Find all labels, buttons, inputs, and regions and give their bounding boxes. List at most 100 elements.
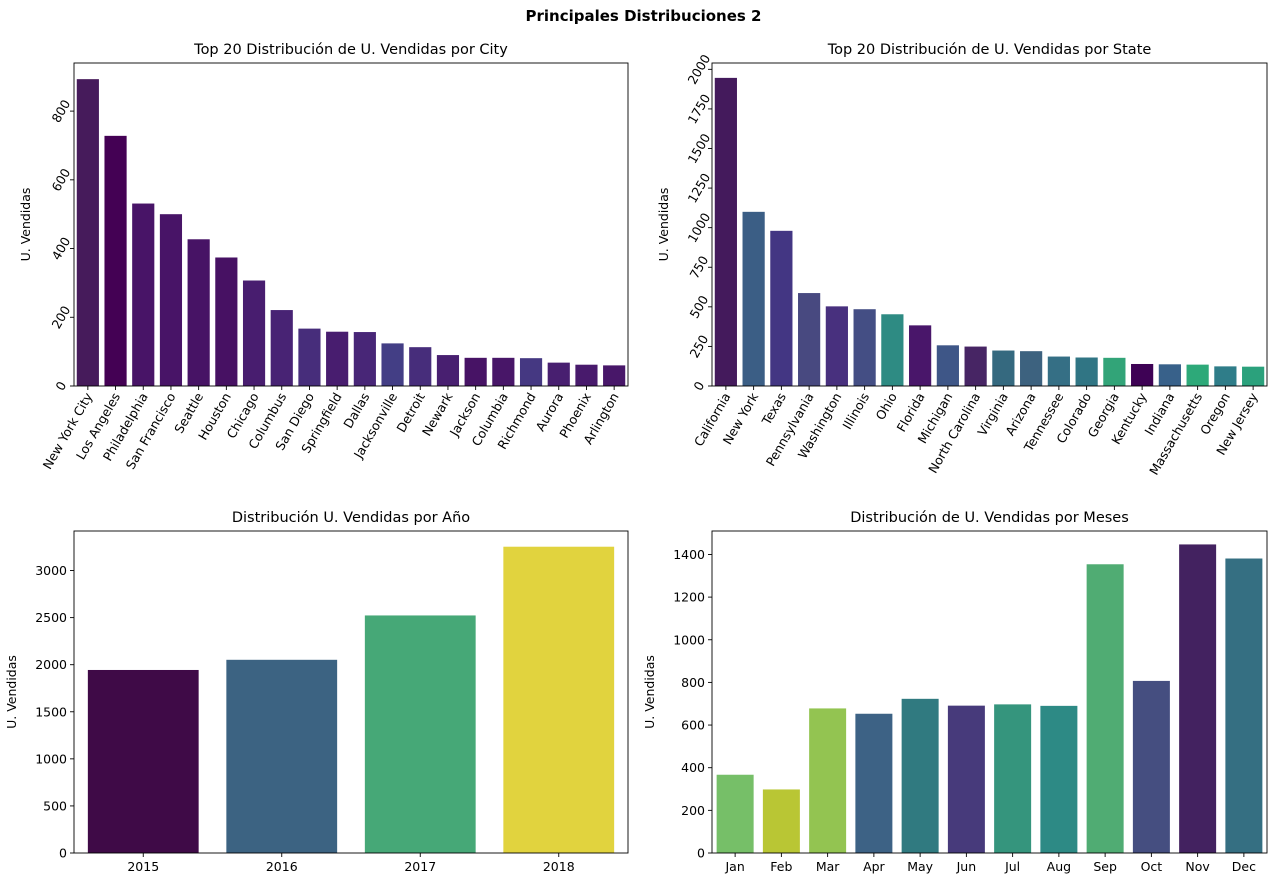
x-tick-label: 2016 [266, 859, 298, 874]
bar-month-8 [1086, 564, 1124, 853]
y-tick-label: 400 [681, 760, 705, 775]
bar-month-11 [1225, 558, 1263, 853]
bar-year-3 [503, 546, 615, 853]
y-tick-label: 1500 [35, 704, 67, 719]
y-tick-label: 500 [43, 798, 67, 813]
axes-frame [711, 530, 1268, 854]
x-tick-label: Dec [1232, 859, 1256, 874]
x-tick-label: Oct [1141, 859, 1163, 874]
y-axis-label: U. Vendidas [656, 188, 671, 262]
bar-state-6 [881, 314, 904, 386]
bar-year-2 [364, 615, 476, 853]
bar-state-0 [714, 77, 737, 386]
bar-state-16 [1158, 364, 1181, 386]
bar-city-8 [298, 328, 321, 386]
bar-month-3 [855, 713, 893, 853]
y-tick-label: 600 [681, 718, 705, 733]
bar-month-10 [1179, 544, 1217, 853]
bar-city-2 [132, 203, 155, 386]
bar-city-10 [353, 332, 376, 386]
x-tick-label: 2017 [404, 859, 436, 874]
bar-city-12 [409, 347, 432, 386]
bar-state-3 [798, 293, 821, 386]
y-tick-label: 0 [690, 379, 707, 393]
bar-state-7 [909, 325, 932, 386]
x-tick-label: Aug [1047, 859, 1071, 874]
bar-city-3 [159, 214, 183, 386]
y-tick-label: 200 [48, 303, 73, 331]
x-tick-label: 2015 [127, 859, 159, 874]
x-tick-label: Mar [816, 859, 840, 874]
figure-title: Principales Distribuciones 2 [525, 7, 762, 25]
bar-state-2 [770, 230, 793, 386]
x-tick-label: Jul [1004, 859, 1020, 874]
y-tick-label: 250 [686, 332, 711, 360]
bar-state-12 [1047, 356, 1070, 386]
x-tick-label: Illinois [839, 390, 872, 432]
x-tick-label: Sep [1093, 859, 1117, 874]
chart-year: 2015 2016 2017 2018 0 500 1000 1500 2000 2500 3000… [4, 510, 629, 874]
bar-state-17 [1186, 364, 1209, 387]
bar-month-7 [1040, 705, 1078, 853]
y-tick-label: 0 [697, 846, 705, 861]
chart-month: Jan Feb Mar Apr May Jun Jul Aug Sep Oct Nov Dec 0 200… [642, 510, 1268, 874]
bar-state-18 [1214, 366, 1237, 386]
y-tick-label: 2000 [35, 657, 67, 672]
y-tick-label: 800 [681, 675, 705, 690]
bar-state-15 [1131, 363, 1154, 386]
y-tick-label: 1000 [35, 751, 67, 766]
x-tick-label: Apr [863, 859, 885, 874]
bar-city-7 [270, 310, 293, 386]
bar-year-1 [226, 659, 338, 853]
x-tick-label: Jun [956, 859, 977, 874]
x-tick-label: Jan [724, 859, 744, 874]
bar-month-6 [994, 704, 1032, 853]
bar-city-1 [104, 135, 127, 386]
y-tick-label: 600 [48, 166, 73, 194]
bar-state-11 [1020, 351, 1043, 386]
bar-month-9 [1132, 680, 1170, 853]
bar-city-6 [242, 280, 266, 386]
chart-title: Distribución de U. Vendidas por Meses [850, 510, 1129, 526]
x-tick-label: Feb [770, 859, 792, 874]
y-tick-label: 3000 [35, 563, 67, 578]
y-tick-label: 1200 [673, 590, 705, 605]
chart-title: Distribución U. Vendidas por Año [232, 510, 470, 526]
bar-state-4 [825, 306, 848, 386]
bar-city-19 [603, 365, 626, 386]
bar-state-14 [1103, 357, 1126, 386]
y-tick-label: 2500 [35, 610, 67, 625]
chart-title: Top 20 Distribución de U. Vendidas por S… [827, 42, 1152, 58]
bar-state-13 [1075, 357, 1098, 386]
y-tick-label: 500 [686, 293, 711, 321]
bar-month-0 [716, 774, 754, 853]
bar-state-19 [1242, 366, 1265, 386]
x-tick-label: 2018 [543, 859, 575, 874]
y-axis-label: U. Vendidas [18, 188, 33, 262]
y-tick-label: 1400 [673, 547, 705, 562]
y-tick-label: 0 [59, 846, 67, 861]
bar-year-0 [87, 669, 199, 853]
bar-state-10 [992, 350, 1015, 386]
axes-frame [73, 530, 629, 854]
y-tick-label: 400 [48, 234, 73, 262]
bar-state-8 [936, 345, 959, 386]
axes-frame [711, 62, 1268, 387]
bar-city-11 [381, 343, 404, 386]
bar-city-4 [187, 239, 210, 386]
bar-state-5 [853, 309, 876, 386]
bar-month-5 [947, 705, 985, 853]
bar-state-9 [964, 346, 987, 386]
bar-city-0 [76, 79, 99, 387]
y-tick-label: 200 [681, 803, 705, 818]
bar-month-4 [901, 698, 939, 853]
y-tick-label: 800 [48, 97, 73, 125]
bar-city-18 [575, 364, 598, 386]
bar-city-13 [436, 355, 460, 386]
bar-city-5 [215, 257, 238, 386]
y-tick-label: 0 [52, 379, 69, 393]
bar-state-1 [742, 211, 765, 386]
